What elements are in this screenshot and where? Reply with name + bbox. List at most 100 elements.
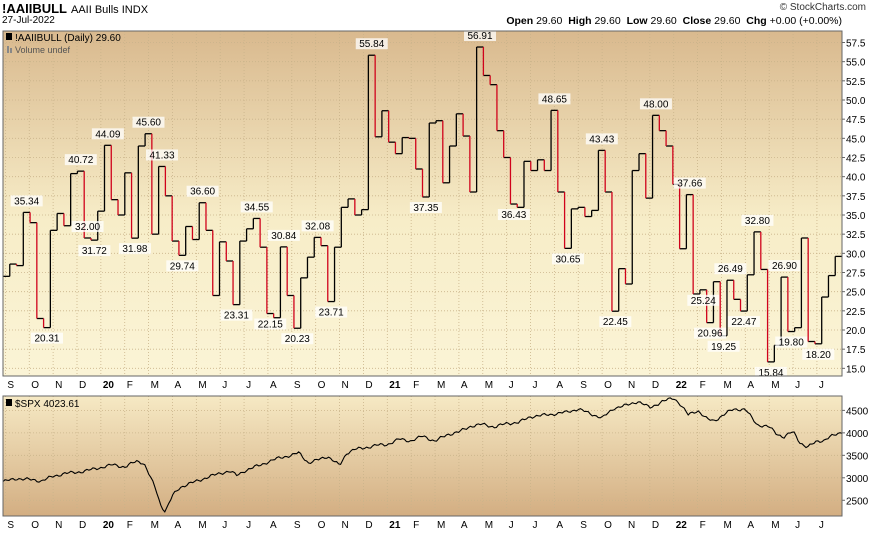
watermark: © StockCharts.com	[779, 2, 866, 13]
data-label-bg	[714, 263, 747, 275]
data-label-bg	[267, 229, 300, 241]
lower-x-tick-label: A	[174, 520, 181, 531]
lower-x-tick-label: J	[509, 520, 514, 531]
symbol-title: !AAIIBULL AAII Bulls INDX	[2, 1, 148, 16]
data-label-bg	[78, 245, 111, 257]
main-x-tick-label: A	[556, 380, 563, 391]
data-label-bg	[754, 366, 787, 378]
lower-x-tick-label: O	[31, 520, 39, 531]
lower-x-tick-label: M	[485, 520, 493, 531]
main-x-tick-label: N	[55, 380, 62, 391]
lower-x-tick-label: J	[222, 520, 227, 531]
data-label-bg	[639, 98, 672, 110]
main-x-tick-label: A	[747, 380, 754, 391]
main-y-tick-label: 45.0	[846, 134, 866, 145]
symbol-exchange: INDX	[121, 4, 149, 16]
data-label-bg	[599, 316, 632, 328]
lower-x-tick-label: O	[318, 520, 326, 531]
data-label-bg	[186, 185, 219, 197]
main-x-tick-label: M	[771, 380, 779, 391]
main-x-tick-label: O	[604, 380, 612, 391]
high-label: High	[568, 15, 592, 27]
data-label-bg	[166, 260, 199, 272]
data-label: 23.31	[224, 311, 249, 322]
lower-x-tick-label: 22	[676, 520, 688, 531]
data-label-bg	[464, 30, 497, 42]
data-label: 26.90	[772, 261, 797, 272]
close-label: Close	[682, 15, 712, 27]
lower-x-tick-label: M	[151, 520, 159, 531]
high-value: 29.60	[594, 15, 621, 27]
data-label: 32.00	[75, 222, 100, 233]
data-label: 35.34	[14, 196, 39, 207]
lower-x-tick-label: A	[747, 520, 754, 531]
lower-x-tick-label: J	[795, 520, 800, 531]
data-label: 19.25	[711, 342, 736, 353]
main-legend-swatch	[6, 33, 12, 40]
lower-y-tick-label: 3000	[846, 474, 869, 485]
data-label-bg	[538, 93, 571, 105]
data-label-bg	[768, 260, 801, 272]
chart-date: 27-Jul-2022	[2, 15, 55, 26]
data-label-bg	[775, 336, 808, 348]
lower-x-tick-label: N	[628, 520, 635, 531]
main-y-tick-label: 30.0	[846, 249, 866, 260]
main-x-tick-label: 20	[103, 380, 115, 391]
main-y-tick-label: 22.5	[846, 307, 866, 318]
data-label-bg	[30, 332, 63, 344]
data-label: 31.72	[82, 246, 107, 257]
data-label: 30.84	[271, 231, 296, 242]
data-label: 45.60	[136, 118, 161, 129]
main-x-tick-label: M	[723, 380, 731, 391]
main-x-tick-label: F	[700, 380, 706, 391]
lower-x-tick-label: D	[365, 520, 372, 531]
data-label-bg	[220, 309, 253, 321]
lower-x-tick-label: 20	[103, 520, 115, 531]
data-label-bg	[673, 177, 706, 189]
lower-x-tick-label: M	[723, 520, 731, 531]
data-label-bg	[727, 316, 760, 328]
lower-x-tick-label: N	[342, 520, 349, 531]
lower-x-tick-label: F	[700, 520, 706, 531]
main-y-tick-label: 40.0	[846, 173, 866, 184]
data-label-bg	[315, 306, 348, 318]
data-label-bg	[687, 294, 720, 306]
lower-x-tick-label: O	[604, 520, 612, 531]
data-label-bg	[707, 340, 740, 352]
data-label: 23.71	[319, 308, 344, 319]
lower-x-tick-label: J	[533, 520, 538, 531]
data-label: 56.91	[467, 31, 492, 42]
data-label: 48.00	[643, 99, 668, 110]
data-label: 22.45	[603, 317, 628, 328]
main-x-tick-label: F	[127, 380, 133, 391]
main-y-tick-label: 27.5	[846, 269, 866, 280]
data-label: 20.96	[698, 329, 723, 340]
volume-icon-bar	[10, 48, 12, 53]
data-label-bg	[741, 214, 774, 226]
main-y-tick-label: 20.0	[846, 326, 866, 337]
data-label: 32.80	[745, 216, 770, 227]
main-x-tick-label: D	[652, 380, 659, 391]
data-label-bg	[551, 253, 584, 265]
lower-y-tick-label: 4500	[846, 406, 869, 417]
main-x-tick-label: F	[413, 380, 419, 391]
lower-x-tick-label: F	[127, 520, 133, 531]
main-x-tick-label: D	[365, 380, 372, 391]
lower-x-tick-label: A	[270, 520, 277, 531]
main-x-tick-label: O	[318, 380, 326, 391]
data-label-bg	[301, 220, 334, 232]
main-x-tick-label: A	[174, 380, 181, 391]
data-label: 20.31	[34, 334, 59, 345]
symbol-name: AAII Bulls INDX	[71, 4, 148, 16]
data-label: 48.65	[542, 94, 567, 105]
data-label: 15.84	[758, 368, 783, 379]
main-y-tick-label: 52.5	[846, 77, 866, 88]
data-label: 20.23	[285, 334, 310, 345]
main-x-tick-label: 22	[676, 380, 688, 391]
main-x-tick-label: J	[533, 380, 538, 391]
open-label: Open	[506, 15, 534, 27]
lower-x-tick-label: M	[437, 520, 445, 531]
lower-x-tick-label: D	[652, 520, 659, 531]
spx-line	[2, 397, 843, 513]
